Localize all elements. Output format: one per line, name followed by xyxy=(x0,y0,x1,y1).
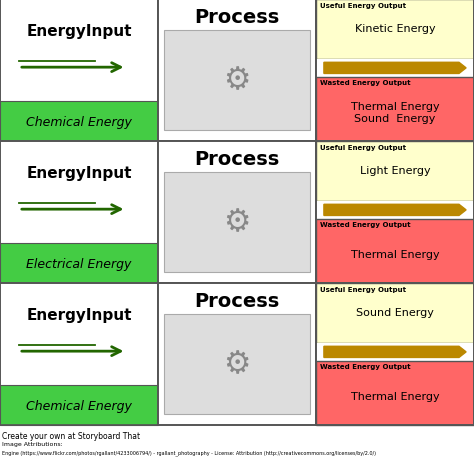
Text: Wasted Energy Output: Wasted Energy Output xyxy=(320,79,410,85)
Bar xyxy=(164,173,310,272)
Polygon shape xyxy=(324,346,466,358)
Text: EnergyInput: EnergyInput xyxy=(26,24,132,38)
Bar xyxy=(158,0,316,142)
Bar xyxy=(316,219,474,283)
Bar xyxy=(0,385,158,425)
Bar xyxy=(0,283,158,425)
Text: Useful Energy Output: Useful Energy Output xyxy=(320,3,406,9)
Bar xyxy=(0,244,158,283)
Bar xyxy=(164,31,310,131)
Text: Sound Energy: Sound Energy xyxy=(356,307,434,317)
Bar xyxy=(316,60,474,78)
Text: Chemical Energy: Chemical Energy xyxy=(26,115,132,128)
Bar xyxy=(0,142,158,283)
Bar xyxy=(0,0,158,142)
Text: Thermal Energy
Sound  Energy: Thermal Energy Sound Energy xyxy=(351,102,439,124)
Text: Light Energy: Light Energy xyxy=(360,165,430,175)
Text: Thermal Energy: Thermal Energy xyxy=(351,250,439,260)
Bar xyxy=(316,78,474,142)
Text: Image Attributions:: Image Attributions: xyxy=(2,441,63,446)
Polygon shape xyxy=(324,63,466,74)
Bar xyxy=(0,102,158,142)
Text: ⚙: ⚙ xyxy=(223,208,251,237)
Bar xyxy=(316,142,474,201)
Bar xyxy=(316,343,474,361)
Bar xyxy=(164,314,310,414)
Bar xyxy=(316,0,474,142)
Text: Engine (https://www.flickr.com/photos/rgallant/4233006794/) - rgallant_photograp: Engine (https://www.flickr.com/photos/rg… xyxy=(2,449,376,455)
Text: ⚙: ⚙ xyxy=(223,66,251,95)
Bar xyxy=(316,142,474,283)
Text: Wasted Energy Output: Wasted Energy Output xyxy=(320,221,410,227)
Text: Process: Process xyxy=(194,7,280,26)
Polygon shape xyxy=(324,205,466,216)
Bar xyxy=(316,283,474,343)
Text: Create your own at Storyboard That: Create your own at Storyboard That xyxy=(2,431,140,440)
Text: EnergyInput: EnergyInput xyxy=(26,307,132,322)
Bar xyxy=(158,142,316,283)
Text: EnergyInput: EnergyInput xyxy=(26,165,132,181)
Bar xyxy=(316,0,474,60)
Bar xyxy=(316,201,474,219)
Text: Electrical Energy: Electrical Energy xyxy=(27,257,132,270)
Text: Useful Energy Output: Useful Energy Output xyxy=(320,144,406,150)
Text: Chemical Energy: Chemical Energy xyxy=(26,399,132,412)
Text: Useful Energy Output: Useful Energy Output xyxy=(320,286,406,292)
Text: Wasted Energy Output: Wasted Energy Output xyxy=(320,363,410,369)
Bar xyxy=(316,361,474,425)
Text: Thermal Energy: Thermal Energy xyxy=(351,391,439,401)
Text: ⚙: ⚙ xyxy=(223,350,251,379)
Text: Process: Process xyxy=(194,291,280,310)
Bar xyxy=(316,283,474,425)
Text: Process: Process xyxy=(194,149,280,168)
Text: Kinetic Energy: Kinetic Energy xyxy=(355,24,435,33)
Bar xyxy=(158,283,316,425)
